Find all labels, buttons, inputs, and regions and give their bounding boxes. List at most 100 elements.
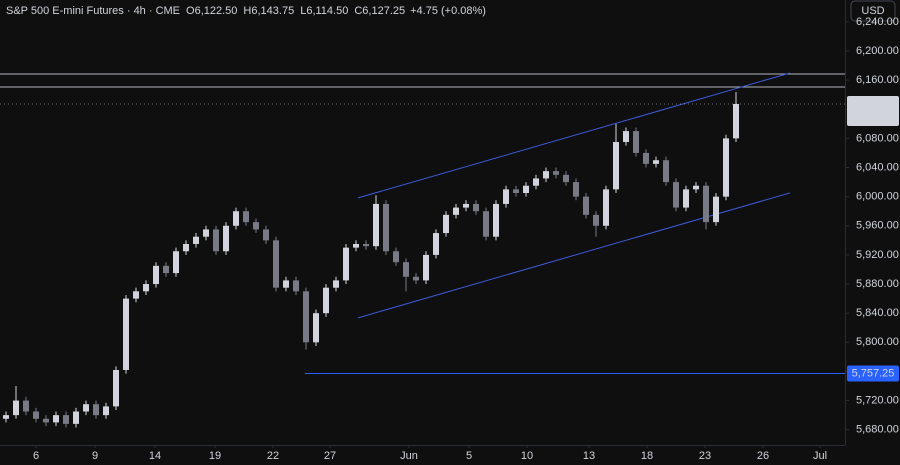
candle-body <box>173 251 179 274</box>
ohlc-value: 6,143.75 <box>251 5 294 17</box>
candle-body <box>63 415 69 424</box>
candle-body <box>283 280 289 288</box>
x-tick-label: Jul <box>813 450 827 462</box>
ohlc-value: 6,127.25 <box>362 5 405 17</box>
currency[interactable]: USD <box>861 5 884 17</box>
candle-body <box>393 251 399 263</box>
candle-body <box>543 171 549 179</box>
y-tick-label: 6,080.00 <box>856 132 899 144</box>
candle-body <box>103 406 109 416</box>
last-price-badge <box>847 95 899 126</box>
candle-body <box>503 189 509 204</box>
candle-body <box>473 203 479 212</box>
support-label: 5,757.25 <box>852 367 895 379</box>
candle-body <box>263 229 269 241</box>
x-tick-label: 27 <box>324 450 336 462</box>
candle-body <box>733 103 739 139</box>
candle-body <box>673 182 679 208</box>
x-tick-label: 10 <box>521 450 533 462</box>
candle-body <box>583 196 589 215</box>
candle-body <box>163 265 169 274</box>
x-tick-label: 22 <box>267 450 279 462</box>
candle-body <box>693 185 699 190</box>
change: +4.75 (+0.08%) <box>410 5 486 17</box>
candle-body <box>253 222 259 230</box>
candle-body <box>93 404 99 416</box>
x-tick-label: 26 <box>757 450 769 462</box>
candle-body <box>113 369 119 407</box>
candle-body <box>663 160 669 183</box>
candle-body <box>43 418 49 423</box>
ohlc-value: 6,122.50 <box>195 5 238 17</box>
countdown: 02:40 <box>856 111 884 123</box>
candle-body <box>233 211 239 226</box>
x-tick-label: 13 <box>583 450 595 462</box>
x-tick-label: 5 <box>466 450 472 462</box>
x-tick-label: 23 <box>699 450 711 462</box>
y-tick-label: 5,880.00 <box>856 278 899 290</box>
candle-body <box>613 142 619 190</box>
ohlc-key: O <box>186 5 195 17</box>
candle-body <box>423 254 429 281</box>
y-tick-label: 5,920.00 <box>856 249 899 261</box>
candle-body <box>363 243 369 247</box>
header: S&P 500 E-mini Futures · 4h · CME O6,122.… <box>6 5 486 17</box>
candle-body <box>13 400 19 416</box>
candle-body <box>323 287 329 314</box>
candle-body <box>213 229 219 252</box>
candle-body <box>153 265 159 285</box>
candle-body <box>223 225 229 252</box>
candle-body <box>533 178 539 186</box>
x-tick-label: Jun <box>400 450 418 462</box>
candle-body <box>683 189 689 208</box>
candle-body <box>463 203 469 208</box>
y-tick-label: 5,840.00 <box>856 307 899 319</box>
y-tick-label: 6,240.00 <box>856 16 899 28</box>
candle-body <box>523 185 529 194</box>
candle-body <box>553 171 559 175</box>
support-badge <box>847 365 899 382</box>
candle-body <box>483 211 489 237</box>
candle-body <box>373 203 379 247</box>
ohlc-key: C <box>354 5 362 17</box>
y-tick-label: 5,960.00 <box>856 220 899 232</box>
candle-body <box>493 203 499 237</box>
candle-body <box>183 243 189 252</box>
y-tick-label: 6,200.00 <box>856 45 899 57</box>
candle-body <box>333 280 339 288</box>
candle-body <box>593 214 599 226</box>
y-tick-label: 6,040.00 <box>856 161 899 173</box>
candle-body <box>443 214 449 234</box>
channel-line <box>357 192 791 319</box>
channel-line <box>357 72 791 199</box>
x-tick-label: 14 <box>149 450 161 462</box>
candle-body <box>633 131 639 153</box>
candle-body <box>313 313 319 343</box>
x-tick-label: 9 <box>92 450 98 462</box>
y-tick-label: 5,680.00 <box>856 424 899 436</box>
candle-body <box>383 203 389 252</box>
x-tick-label: 6 <box>33 450 39 462</box>
candle-body <box>53 415 59 423</box>
chart-title: S&P 500 E-mini Futures · 4h · CME <box>6 5 180 17</box>
currency-button[interactable] <box>850 0 896 22</box>
candle-body <box>303 291 309 343</box>
ohlc-value: 6,114.50 <box>306 5 348 17</box>
y-tick-label: 6,000.00 <box>856 191 899 203</box>
candle-body <box>703 185 709 223</box>
candle-body <box>73 411 79 424</box>
candle-body <box>403 262 409 277</box>
candle-body <box>123 298 129 370</box>
y-tick-label: 6,160.00 <box>856 74 899 86</box>
candle-body <box>193 236 199 244</box>
candle-body <box>353 243 359 248</box>
candle-body <box>653 160 659 164</box>
ohlc-key: L <box>300 5 306 17</box>
candle-body <box>83 404 89 412</box>
candle-body <box>143 284 149 292</box>
candle-body <box>343 247 349 281</box>
candle-body <box>713 196 719 223</box>
candle-body <box>203 229 209 237</box>
